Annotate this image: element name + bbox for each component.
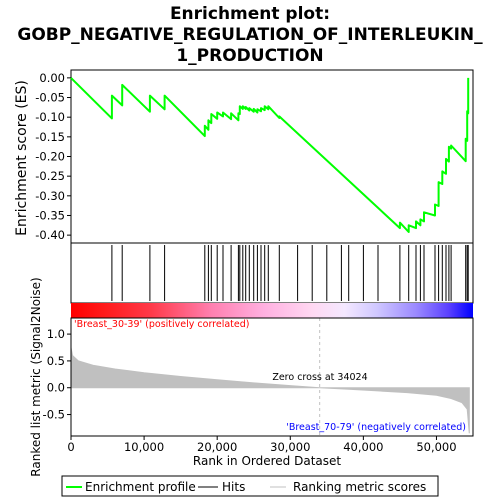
x-tick-label: 0 (67, 440, 74, 454)
enrichment-profile-line (70, 77, 470, 233)
heat-bar (71, 303, 473, 318)
es-y-tick-label: -0.20 (35, 150, 65, 164)
x-tick-label: 40,000 (343, 440, 383, 454)
hits-panel-frame (70, 242, 474, 304)
legend-label-enrichment-profile: Enrichment profile (85, 480, 196, 494)
metric-y-tick-label: 0.0 (47, 381, 65, 395)
es-y-tick-label: -0.30 (35, 189, 65, 203)
x-tick-label: 20,000 (197, 440, 237, 454)
positive-correlation-label: 'Breast_30-39' (positively correlated) (74, 319, 250, 330)
hits-panel (70, 242, 474, 304)
hit-marks (111, 245, 469, 301)
negative-correlation-label: 'Breast_70-79' (negatively correlated) (286, 422, 466, 433)
x-axis-label: Rank in Ordered Dataset (193, 454, 341, 468)
metric-y-tick-label: 0.5 (47, 354, 65, 368)
metric-panel: 1.0 0.5 0.0 -0.5 0 10,000 20,000 30,000 40,000 5… (29, 277, 474, 477)
es-panel-frame (70, 69, 474, 244)
es-y-tick-label: -0.15 (35, 130, 65, 144)
es-y-tick-label: 0.00 (39, 71, 65, 85)
es-panel: 0.00 -0.05 -0.10 -0.15 -0.20 -0.25 -0.30 -0.35 -… (14, 69, 474, 244)
legend-label-ranking-metric: Ranking metric scores (293, 480, 426, 494)
es-y-tick-label: -0.05 (35, 91, 65, 105)
legend-box (61, 475, 439, 497)
es-y-tick-label: -0.35 (35, 208, 65, 222)
es-y-axis-label: Enrichment score (ES) (14, 80, 30, 236)
metric-y-axis: 1.0 0.5 0.0 -0.5 (43, 327, 71, 422)
legend: Enrichment profile Hits Ranking metric s… (61, 475, 439, 497)
es-y-tick-label: -0.40 (35, 228, 65, 242)
chart-title-line-1: Enrichment plot: (170, 4, 330, 24)
x-tick-label: 10,000 (124, 440, 164, 454)
es-y-tick-label: -0.10 (35, 110, 65, 124)
ranking-metric-area (70, 347, 470, 434)
legend-label-hits: Hits (222, 480, 245, 494)
x-tick-label: 50,000 (416, 440, 456, 454)
es-y-axis: 0.00 -0.05 -0.10 -0.15 -0.20 -0.25 -0.30 -0.35 -… (35, 71, 71, 242)
x-tick-label: 30,000 (270, 440, 310, 454)
chart-title-line-3: 1_PRODUCTION (176, 46, 323, 66)
rank-x-axis: 0 10,000 20,000 30,000 40,000 50,000 (67, 436, 457, 454)
es-y-tick-label: -0.25 (35, 169, 65, 183)
metric-y-axis-label: Ranked list metric (Signal2Noise) (29, 277, 43, 476)
metric-panel-frame (70, 317, 474, 437)
chart-title-line-2: GOBP_NEGATIVE_REGULATION_OF_INTERLEUKIN_ (17, 25, 483, 45)
metric-y-tick-label: 1.0 (47, 327, 65, 341)
zero-cross-label: Zero cross at 34024 (272, 372, 367, 383)
rank-heat-bar (71, 303, 473, 318)
metric-y-tick-label: -0.5 (43, 408, 65, 422)
